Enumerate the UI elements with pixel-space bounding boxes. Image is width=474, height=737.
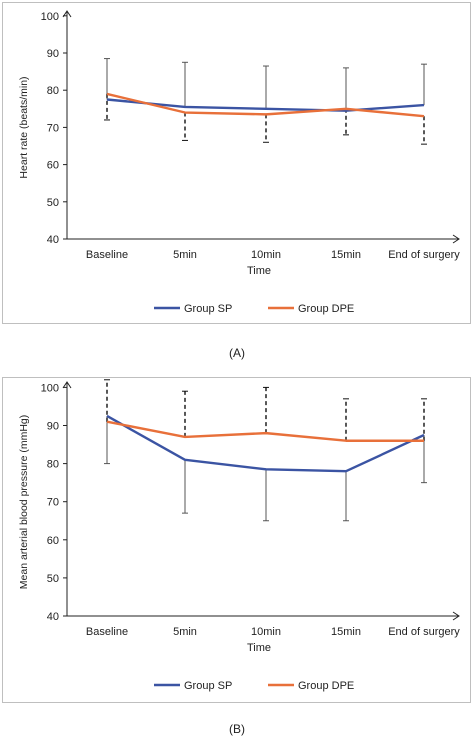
legend-label: Group DPE <box>298 680 354 692</box>
legend-label: Group DPE <box>298 303 354 315</box>
y-axis-arrow <box>62 10 72 18</box>
y-tick-label: 60 <box>47 160 59 172</box>
y-axis-title: Mean arterial blood pressure (mmHg) <box>18 415 30 589</box>
y-tick-label: 40 <box>47 234 59 246</box>
y-tick-label: 50 <box>47 573 59 585</box>
x-axis-title: Time <box>247 642 271 654</box>
y-tick-label: 100 <box>41 382 59 394</box>
legend-label: Group SP <box>184 680 232 692</box>
y-tick-label: 50 <box>47 197 59 209</box>
caption-b: (B) <box>229 722 245 736</box>
caption-a: (A) <box>229 346 245 360</box>
chart-panel-b: 40 50 60 70 80 90 100 Baseline 5min 10min 15min End… <box>2 377 471 703</box>
chart-panel-a: 40 50 60 70 80 90 100 Baseline 5min 10min 15min End… <box>2 2 471 324</box>
x-tick-label: 5min <box>173 249 197 261</box>
y-tick-label: 40 <box>47 611 59 623</box>
x-axis-title: Time <box>247 265 271 277</box>
x-tick-label: 15min <box>331 249 361 261</box>
x-tick-label: 15min <box>331 626 361 638</box>
y-tick-label: 100 <box>41 11 59 23</box>
series-line <box>106 420 424 442</box>
y-axis-arrow <box>62 381 72 389</box>
x-tick-label: 5min <box>173 626 197 638</box>
legend-label: Group SP <box>184 303 232 315</box>
x-axis-arrow <box>452 611 460 621</box>
series-line <box>106 98 425 112</box>
y-tick-label: 80 <box>47 85 59 97</box>
blood-pressure-chart: 40 50 60 70 80 90 100 Baseline 5min 10min 15min End… <box>18 379 460 692</box>
y-axis-title: Heart rate (beats/min) <box>18 76 30 178</box>
y-tick-label: 60 <box>47 535 59 547</box>
x-axis-arrow <box>452 234 460 244</box>
y-tick-label: 90 <box>47 48 59 60</box>
y-tick-label: 80 <box>47 459 59 471</box>
x-tick-label: 10min <box>251 626 281 638</box>
y-tick-label: 70 <box>47 122 59 134</box>
x-tick-label: 10min <box>251 249 281 261</box>
y-tick-label: 90 <box>47 421 59 433</box>
heart-rate-chart: 40 50 60 70 80 90 100 Baseline 5min 10min 15min End… <box>18 10 460 315</box>
x-tick-label: End of surgery <box>388 249 460 261</box>
series-line <box>106 92 425 118</box>
series-line <box>106 414 425 473</box>
y-tick-label: 70 <box>47 497 59 509</box>
x-tick-label: Baseline <box>86 626 128 638</box>
x-tick-label: End of surgery <box>388 626 460 638</box>
x-tick-label: Baseline <box>86 249 128 261</box>
